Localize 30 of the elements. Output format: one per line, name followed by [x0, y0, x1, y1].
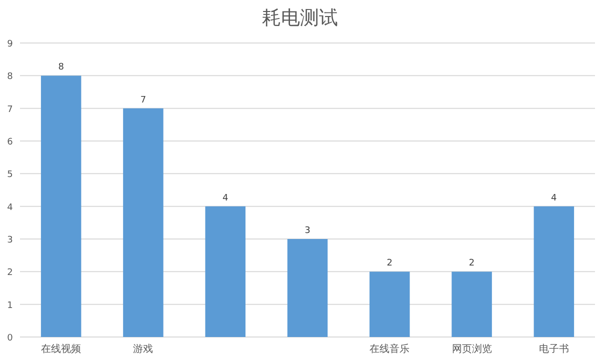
bar — [123, 108, 164, 337]
data-label: 4 — [222, 193, 228, 204]
data-label: 7 — [140, 95, 146, 106]
data-label: 2 — [386, 258, 393, 269]
data-label: 4 — [551, 193, 558, 204]
y-tick-label: 0 — [7, 334, 14, 344]
data-label: 3 — [304, 226, 310, 236]
y-tick-label: 8 — [7, 72, 14, 82]
data-label: 8 — [58, 62, 64, 73]
y-tick-label: 5 — [7, 170, 13, 180]
y-tick-label: 3 — [7, 236, 13, 246]
bar — [40, 76, 82, 337]
x-tick-label: 游戏 — [133, 343, 154, 355]
y-tick-label: 4 — [7, 202, 14, 213]
bar — [287, 239, 328, 337]
x-tick-label: 在线视频 — [41, 343, 82, 355]
bar — [452, 272, 492, 337]
bar — [534, 206, 574, 337]
data-label: 2 — [468, 258, 475, 269]
y-tick-label: 2 — [7, 268, 13, 278]
chart-title: 耗电测试 — [262, 7, 338, 29]
bar — [205, 206, 246, 337]
x-tick-label: 在线音乐 — [370, 343, 410, 355]
x-tick-label: 电子书 — [538, 343, 569, 355]
x-tick-label: 网页浏览 — [452, 343, 492, 355]
y-tick-label: 7 — [7, 104, 13, 115]
y-tick-label: 6 — [7, 138, 14, 148]
y-tick-label: 9 — [7, 40, 14, 50]
y-tick-label: 1 — [7, 300, 13, 311]
bar — [370, 272, 410, 337]
